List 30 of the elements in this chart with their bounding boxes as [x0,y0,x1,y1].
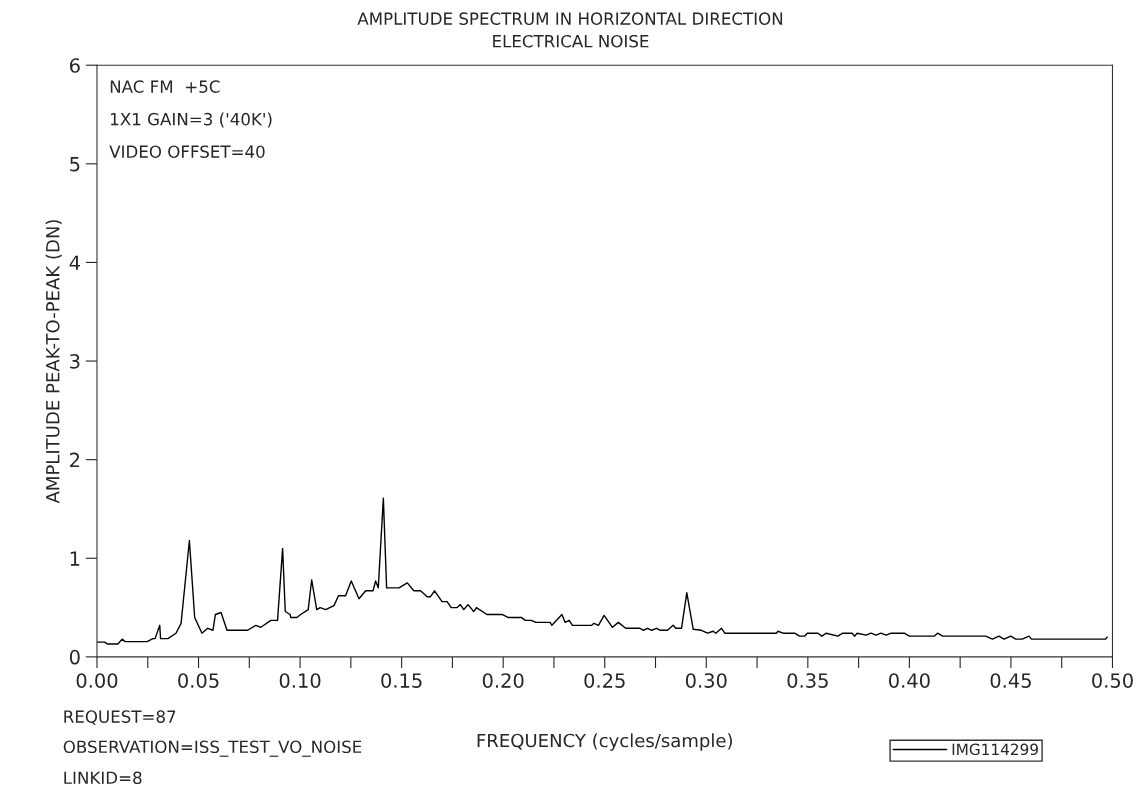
x-tick-label: 0.50 [1092,673,1133,688]
x-tick-label: 0.35 [787,673,828,688]
text: LINKID=8 [64,771,142,785]
text: REQUEST=87 [64,710,176,725]
x-tick-label: 0.15 [381,673,422,688]
y-tick-label: 2 [70,452,80,468]
x-tick-label: 0.45 [990,673,1031,688]
annotation: NAC FM +5C [110,80,220,93]
x-axis-title: FREQUENCY (cycles/sample) [477,733,732,751]
x-tick-label: 0.30 [685,673,727,688]
x-tick-label: 0.25 [584,673,625,688]
y-tick-label: 0 [69,649,80,665]
chart-subtitle: ELECTRICAL NOISE [493,34,649,48]
y-tick-label: 6 [70,58,80,73]
legend-label: IMG114299 [952,743,1038,756]
text: OBSERVATION=ISS_TEST_VO_NOISE [63,740,362,757]
y-tick-label: 4 [69,255,80,270]
annotation: 1X1 GAIN=3 ('40K') [111,112,272,128]
y-tick-label: 5 [70,157,80,172]
x-tick-label: 0.40 [889,673,930,688]
y-tick-label: 1 [70,551,80,566]
x-tick-label: 0.05 [178,673,219,688]
line-series [96,497,1108,645]
annotation: VIDEO OFFSET=40 [109,145,265,158]
chart-title: AMPLITUDE SPECTRUM IN HORIZONTAL DIRECTION [357,12,783,25]
y-tick-label: 3 [70,354,80,369]
x-tick-label: 0.00 [76,673,118,688]
y-axis-title: AMPLITUDE PEAK-TO-PEAK (DN) [45,220,62,504]
x-tick-label: 0.20 [482,673,524,688]
x-tick-label: 0.10 [279,673,321,688]
